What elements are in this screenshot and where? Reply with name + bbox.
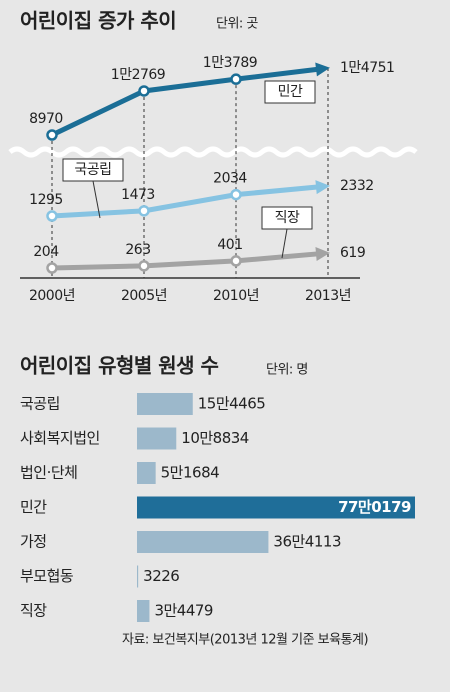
bar: [137, 462, 156, 484]
bar: [137, 393, 193, 415]
point-marker: [230, 255, 242, 267]
chart-title: 어린이집 유형별 원생 수: [20, 354, 218, 378]
x-tick-label: 2010년: [213, 288, 259, 304]
legend-pointer: [281, 228, 288, 259]
value-label: 1473: [121, 187, 155, 203]
value-label: 10만8834: [181, 429, 249, 447]
value-label: 15만4465: [198, 395, 266, 413]
category-label: 부모협동: [20, 567, 74, 585]
arrow-head: [315, 180, 330, 195]
legend-box: [264, 80, 316, 104]
chart-title: 어린이집 증가 추이: [20, 9, 176, 33]
category-label: 국공립: [20, 395, 60, 413]
value-label: 2332: [340, 178, 374, 194]
bar: [137, 565, 139, 588]
value-label: 401: [217, 237, 242, 253]
bar: [137, 600, 150, 622]
value-label: 1만3789: [203, 55, 257, 71]
value-label: 1만2769: [111, 67, 165, 83]
category-label: 직장: [20, 602, 47, 620]
point-marker: [138, 260, 150, 272]
value-label: 77만0179: [338, 498, 411, 516]
x-tick-label: 2013년: [305, 288, 351, 304]
legend-label: 직장: [275, 210, 300, 226]
value-label: 263: [125, 242, 150, 258]
point-marker: [138, 85, 150, 97]
value-label: 36만4113: [273, 533, 341, 551]
bar: [137, 496, 415, 519]
category-label: 사회복지법인: [20, 429, 100, 447]
value-label: 3226: [143, 567, 179, 585]
point-marker: [46, 210, 58, 222]
value-label: 8970: [29, 111, 63, 127]
unit-label: 단위: 곳: [216, 17, 258, 32]
value-label: 3만4479: [154, 602, 213, 620]
point-marker: [138, 205, 150, 217]
series-line: [51, 184, 321, 219]
series-line: [51, 251, 321, 271]
point-marker: [46, 262, 58, 274]
bar: [137, 427, 177, 450]
bar: [137, 531, 269, 553]
unit-label: 단위: 명: [266, 363, 308, 378]
category-label: 가정: [20, 533, 47, 551]
point-marker: [46, 129, 58, 141]
x-tick-label: 2005년: [121, 288, 167, 304]
x-tick-label: 2000년: [29, 288, 75, 304]
arrow-head: [315, 247, 330, 261]
series-line: [50, 66, 321, 138]
axis-break: [8, 146, 418, 158]
value-label: 1295: [29, 192, 63, 208]
source: 자료: 보건복지부(2013년 12월 기준 보육통계): [122, 633, 368, 648]
value-label: 619: [340, 245, 365, 261]
point-marker: [230, 188, 242, 201]
value-label: 2034: [213, 171, 247, 187]
category-label: 법인·단체: [20, 464, 77, 482]
value-label: 1만4751: [340, 60, 394, 76]
value-label: 5만1684: [161, 464, 220, 482]
category-label: 민간: [20, 498, 47, 516]
legend-label: 국공립: [74, 162, 111, 178]
arrow-head: [315, 62, 330, 77]
point-marker: [230, 73, 242, 85]
legend-label: 민간: [278, 84, 303, 100]
value-label: 204: [33, 244, 59, 260]
legend-pointer: [92, 180, 101, 219]
